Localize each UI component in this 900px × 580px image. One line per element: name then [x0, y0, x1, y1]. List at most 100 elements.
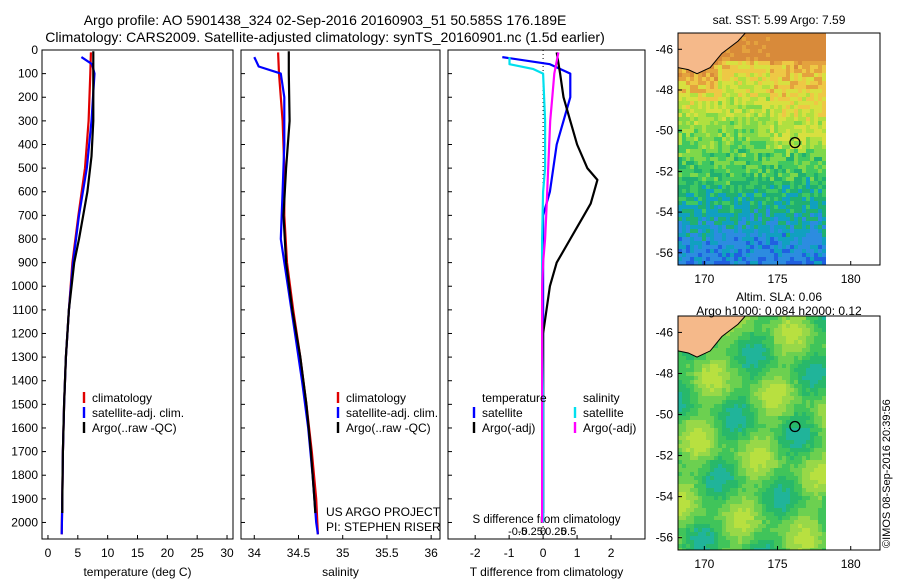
- map-cell: [822, 129, 826, 133]
- map-cell: [754, 245, 758, 249]
- map-cell: [774, 484, 778, 488]
- map-cell: [790, 504, 794, 508]
- map-cell: [786, 544, 790, 548]
- map-cell: [794, 400, 798, 404]
- map-cell: [798, 89, 802, 93]
- map-cell: [698, 237, 702, 241]
- map-cell: [762, 33, 766, 37]
- map-cell: [682, 364, 686, 368]
- map-cell: [742, 77, 746, 81]
- map-cell: [698, 388, 702, 392]
- map-cell: [758, 440, 762, 444]
- map-cell: [810, 53, 814, 57]
- map-cell: [686, 169, 690, 173]
- map-cell: [774, 380, 778, 384]
- map-cell: [754, 125, 758, 129]
- map-cell: [810, 101, 814, 105]
- map-cell: [818, 181, 822, 185]
- map-cell: [738, 85, 742, 89]
- map-cell: [794, 472, 798, 476]
- map-cell: [766, 157, 770, 161]
- map-cell: [770, 388, 774, 392]
- map-cell: [786, 316, 790, 320]
- map-cell: [746, 416, 750, 420]
- map-cell: [806, 548, 810, 550]
- map-cell: [814, 460, 818, 464]
- map-cell: [798, 388, 802, 392]
- map-cell: [686, 185, 690, 189]
- map-cell: [702, 237, 706, 241]
- map-cell: [782, 428, 786, 432]
- map-cell: [762, 536, 766, 540]
- map-cell: [782, 488, 786, 492]
- map-cell: [730, 352, 734, 356]
- map-cell: [794, 324, 798, 328]
- map-cell: [742, 460, 746, 464]
- map-cell: [706, 368, 710, 372]
- map-cell: [742, 181, 746, 185]
- map-cell: [722, 468, 726, 472]
- map-cell: [794, 332, 798, 336]
- map-cell: [814, 81, 818, 85]
- map-cell: [762, 213, 766, 217]
- map-cell: [794, 73, 798, 77]
- map-cell: [714, 372, 718, 376]
- map-cell: [694, 97, 698, 101]
- map-cell: [734, 241, 738, 245]
- map-cell: [818, 197, 822, 201]
- map-cell: [726, 193, 730, 197]
- map-cell: [738, 444, 742, 448]
- map-cell: [722, 544, 726, 548]
- map-cell: [798, 536, 802, 540]
- map-cell: [758, 245, 762, 249]
- map-cell: [814, 504, 818, 508]
- map-cell: [762, 153, 766, 157]
- lat-tick-label: -50: [656, 408, 674, 422]
- map-cell: [678, 440, 682, 444]
- map-cell: [802, 544, 806, 548]
- map-cell: [694, 384, 698, 388]
- map-cell: [774, 33, 778, 37]
- map-cell: [822, 141, 826, 145]
- map-cell: [822, 81, 826, 85]
- lat-tick-label: -56: [656, 246, 674, 260]
- map-cell: [694, 165, 698, 169]
- series-line-2: [508, 57, 547, 523]
- map-cell: [774, 476, 778, 480]
- map-cell: [706, 436, 710, 440]
- map-cell: [690, 225, 694, 229]
- map-cell: [734, 125, 738, 129]
- map-cell: [698, 380, 702, 384]
- map-cell: [802, 320, 806, 324]
- map-cell: [714, 133, 718, 137]
- map-cell: [698, 360, 702, 364]
- map-cell: [718, 468, 722, 472]
- map-cell: [818, 53, 822, 57]
- map-cell: [686, 245, 690, 249]
- y-tick-label: 1500: [11, 397, 38, 411]
- map-cell: [754, 396, 758, 400]
- map-cell: [746, 93, 750, 97]
- map-cell: [706, 356, 710, 360]
- map-cell: [810, 189, 814, 193]
- map-cell: [766, 41, 770, 45]
- map-cell: [802, 356, 806, 360]
- map-cell: [770, 241, 774, 245]
- map-cell: [726, 105, 730, 109]
- map-cell: [714, 488, 718, 492]
- map-cell: [818, 233, 822, 237]
- map-cell: [706, 213, 710, 217]
- map-cell: [706, 448, 710, 452]
- map-cell: [794, 424, 798, 428]
- map-cell: [710, 137, 714, 141]
- map-cell: [734, 356, 738, 360]
- map-cell: [690, 209, 694, 213]
- series-line-2: [282, 51, 317, 514]
- map-cell: [742, 504, 746, 508]
- map-cell: [798, 101, 802, 105]
- map-cell: [810, 209, 814, 213]
- map-cell: [702, 444, 706, 448]
- map-cell: [758, 149, 762, 153]
- map-cell: [778, 197, 782, 201]
- map-cell: [790, 153, 794, 157]
